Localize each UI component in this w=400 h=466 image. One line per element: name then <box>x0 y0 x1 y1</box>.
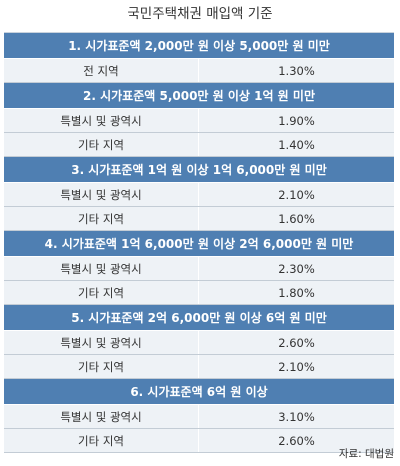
table-row: 기타 지역 1.60% <box>4 207 394 231</box>
table-row: 기타 지역 1.80% <box>4 281 394 305</box>
rate-cell: 3.10% <box>278 410 315 424</box>
table-row: 특별시 및 광역시 1.90% <box>4 109 394 133</box>
rate-cell: 2.60% <box>278 434 315 448</box>
region-cell: 전 지역 <box>4 59 199 82</box>
region-cell: 기타 지역 <box>4 429 199 452</box>
rate-cell: 1.40% <box>278 138 315 152</box>
rate-cell: 1.80% <box>278 286 315 300</box>
section-header: 2. 시가표준액 5,000만 원 이상 1억 원 미만 <box>4 83 394 109</box>
table-row: 기타 지역 2.60% <box>4 429 394 453</box>
rate-cell: 2.10% <box>278 360 315 374</box>
section-header: 4. 시가표준액 1억 6,000만 원 이상 2억 6,000만 원 미만 <box>4 231 394 257</box>
region-cell: 기타 지역 <box>4 355 199 378</box>
section-header: 5. 시가표준액 2억 6,000만 원 이상 6억 원 미만 <box>4 305 394 331</box>
region-cell: 특별시 및 광역시 <box>4 331 199 354</box>
table-row: 기타 지역 1.40% <box>4 133 394 157</box>
table-row: 특별시 및 광역시 2.60% <box>4 331 394 355</box>
table-row: 전 지역 1.30% <box>4 59 394 83</box>
rate-cell: 1.30% <box>278 64 315 78</box>
table-row: 특별시 및 광역시 3.10% <box>4 405 394 429</box>
region-cell: 기타 지역 <box>4 207 199 230</box>
rate-cell: 2.60% <box>278 336 315 350</box>
region-cell: 특별시 및 광역시 <box>4 109 199 132</box>
bond-rate-table: 1. 시가표준액 2,000만 원 이상 5,000만 원 미만 전 지역 1.… <box>4 32 394 453</box>
section-header: 1. 시가표준액 2,000만 원 이상 5,000만 원 미만 <box>4 33 394 59</box>
section-header: 3. 시가표준액 1억 원 이상 1억 6,000만 원 미만 <box>4 157 394 183</box>
table-row: 기타 지역 2.10% <box>4 355 394 379</box>
region-cell: 기타 지역 <box>4 281 199 304</box>
page-title: 국민주택채권 매입액 기준 <box>127 6 273 22</box>
table-row: 특별시 및 광역시 2.30% <box>4 257 394 281</box>
region-cell: 특별시 및 광역시 <box>4 405 199 428</box>
region-cell: 특별시 및 광역시 <box>4 183 199 206</box>
table-row: 특별시 및 광역시 2.10% <box>4 183 394 207</box>
rate-cell: 1.60% <box>278 212 315 226</box>
section-header: 6. 시가표준액 6억 원 이상 <box>4 379 394 405</box>
region-cell: 기타 지역 <box>4 133 199 156</box>
region-cell: 특별시 및 광역시 <box>4 257 199 280</box>
rate-cell: 1.90% <box>278 114 315 128</box>
rate-cell: 2.10% <box>278 188 315 202</box>
source-note: 자료: 대법원 <box>338 448 394 460</box>
rate-cell: 2.30% <box>278 262 315 276</box>
